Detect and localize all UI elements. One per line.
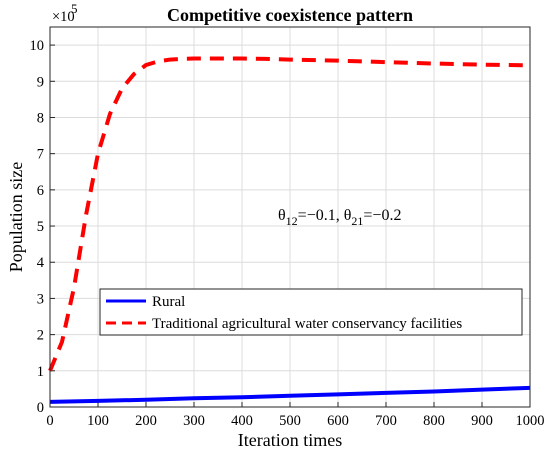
legend-label-water-facilities: Traditional agricultural water conservan… — [152, 316, 462, 332]
x-tick-label: 200 — [135, 413, 157, 429]
theta21-symbol: θ — [344, 207, 352, 224]
series-line-rural — [49, 385, 531, 404]
parameter-annotation: θ12=−0.1, θ21=−0.2 — [278, 207, 401, 228]
plot-frame — [49, 26, 531, 408]
theta21-value: =−0.2 — [363, 207, 401, 224]
x-tick-label: 900 — [471, 413, 493, 429]
y-tick-label: 0 — [37, 400, 44, 416]
x-tick-label: 700 — [375, 413, 397, 429]
legend: Rural Traditional agricultural water con… — [99, 288, 523, 336]
y-tick-label: 2 — [37, 328, 44, 344]
y-tick-label: 9 — [37, 74, 44, 90]
x-axis-label: Iteration times — [238, 430, 342, 450]
y-tick-label: 5 — [37, 219, 44, 235]
theta12-symbol: θ — [278, 207, 286, 224]
y-tick-label: 8 — [37, 110, 44, 126]
legend-label-rural: Rural — [152, 294, 185, 310]
x-tick-labels: 0 100 200 300 400 500 600 700 800 900 1000 — [46, 413, 544, 429]
x-tick-label: 800 — [423, 413, 445, 429]
series-layer — [48, 56, 531, 404]
y-tick-label: 7 — [37, 147, 44, 163]
x-tick-label: 300 — [183, 413, 205, 429]
x-tick-label: 500 — [279, 413, 301, 429]
x-tick-label: 600 — [327, 413, 349, 429]
y-multiplier: ×10 5 — [52, 1, 78, 25]
x-tick-label: 1000 — [516, 413, 545, 429]
legend-box — [99, 288, 523, 336]
y-multiplier-base: ×10 — [52, 9, 75, 25]
x-tick-label: 100 — [87, 413, 109, 429]
y-tick-label: 3 — [37, 291, 44, 307]
y-tick-labels: 0 1 2 3 4 5 6 7 8 9 10 — [30, 38, 45, 416]
series-line-water-facilities — [48, 56, 531, 372]
theta21-subscript: 21 — [351, 214, 363, 228]
theta12-value: =−0.1, — [298, 207, 344, 224]
y-multiplier-exponent: 5 — [71, 1, 78, 16]
y-tick-label: 6 — [37, 183, 44, 199]
x-tick-label: 0 — [46, 413, 53, 429]
chart-title: Competitive coexistence pattern — [167, 5, 413, 25]
y-tick-label: 10 — [30, 38, 45, 54]
theta12-subscript: 12 — [286, 214, 298, 228]
y-tick-label: 1 — [37, 364, 44, 380]
y-tick-label: 4 — [37, 255, 45, 271]
x-tick-label: 400 — [231, 413, 253, 429]
y-axis-label: Population size — [6, 162, 26, 273]
